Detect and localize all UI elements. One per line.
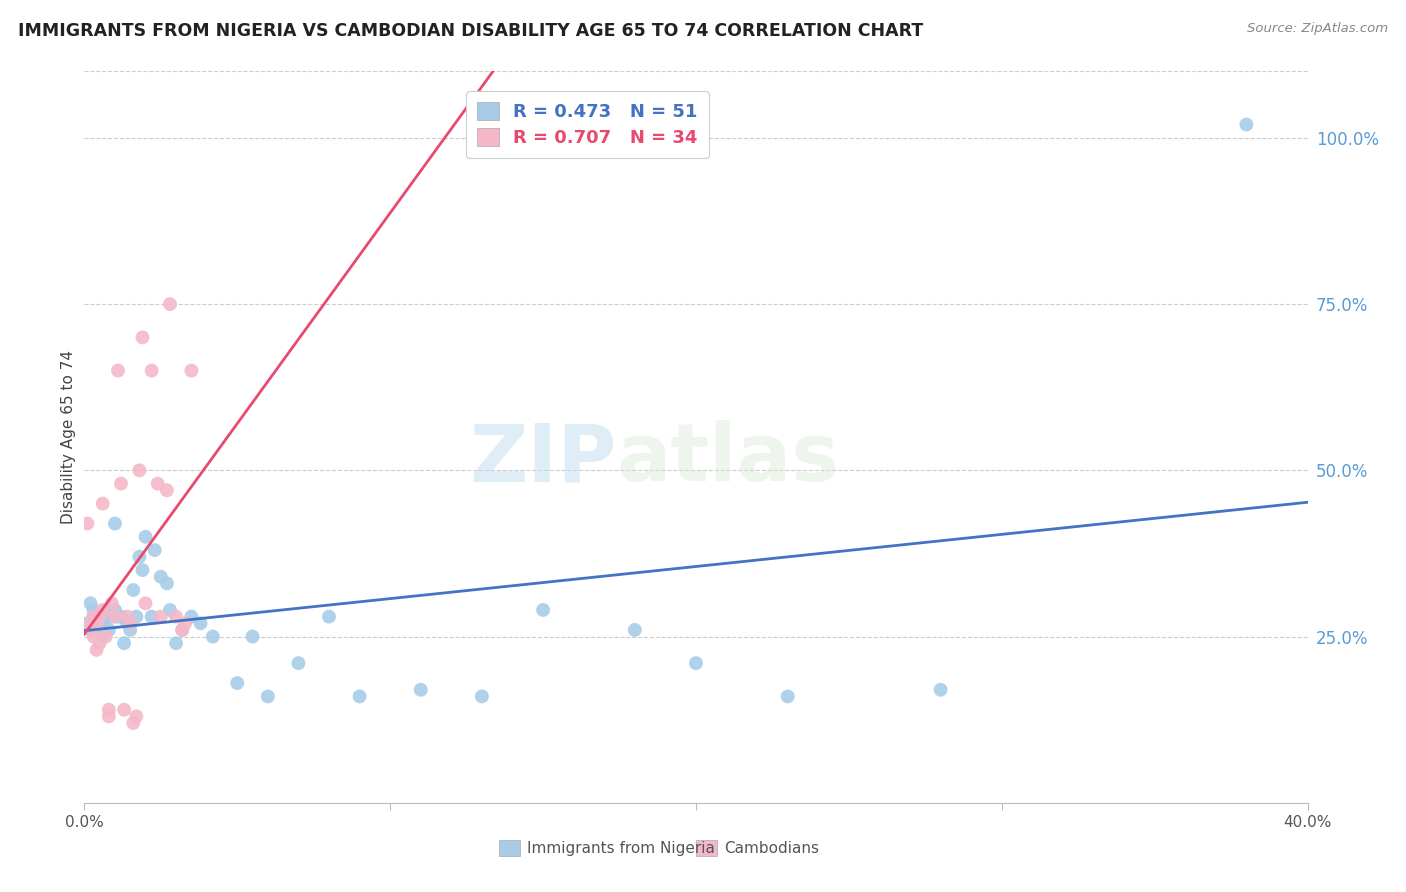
Point [172, 623, 194, 637]
Point [115, 609, 138, 624]
Point [685, 656, 707, 670]
Point [1236, 118, 1258, 132]
Point [135, 530, 157, 544]
Point [110, 476, 132, 491]
Text: Immigrants from Nigeria: Immigrants from Nigeria [527, 841, 716, 855]
Y-axis label: Disability Age 65 to 74: Disability Age 65 to 74 [60, 350, 76, 524]
Text: Cambodians: Cambodians [724, 841, 820, 855]
Point [110, 609, 132, 624]
Point [89, 609, 111, 624]
Point [83, 609, 105, 624]
Text: ZIP: ZIP [470, 420, 616, 498]
Text: atlas: atlas [616, 420, 839, 498]
Point [180, 363, 202, 377]
Point [89, 636, 111, 650]
Point [107, 363, 129, 377]
Point [86, 616, 108, 631]
Point [91, 630, 114, 644]
Point [165, 636, 187, 650]
Point [172, 623, 194, 637]
Point [125, 709, 148, 723]
Point [120, 623, 142, 637]
Point [83, 630, 105, 644]
Point [471, 690, 494, 704]
Point [531, 603, 554, 617]
Point [174, 616, 197, 631]
Point [135, 596, 157, 610]
Point [104, 609, 127, 624]
Point [242, 630, 264, 644]
Point [128, 549, 150, 564]
Point [97, 623, 120, 637]
Point [131, 330, 153, 344]
Point [120, 616, 142, 631]
Point [91, 616, 114, 631]
Point [349, 690, 371, 704]
Point [104, 603, 127, 617]
Point [146, 476, 169, 491]
Point [149, 609, 172, 624]
Text: Source: ZipAtlas.com: Source: ZipAtlas.com [1247, 22, 1388, 36]
Point [624, 623, 647, 637]
Point [156, 483, 179, 498]
Point [122, 582, 145, 597]
Point [125, 609, 148, 624]
Point [159, 603, 181, 617]
Point [89, 609, 111, 624]
Legend: R = 0.473   N = 51, R = 0.707   N = 34: R = 0.473 N = 51, R = 0.707 N = 34 [467, 91, 709, 158]
Point [86, 623, 108, 637]
Point [929, 682, 952, 697]
Point [180, 609, 202, 624]
Point [101, 596, 124, 610]
Point [79, 623, 101, 637]
Point [141, 609, 163, 624]
Point [128, 463, 150, 477]
Point [89, 623, 111, 637]
Point [409, 682, 432, 697]
Point [201, 630, 224, 644]
Point [226, 676, 249, 690]
Point [318, 609, 340, 624]
Point [101, 609, 124, 624]
Point [79, 616, 101, 631]
Point [86, 616, 108, 631]
Point [76, 516, 98, 531]
Point [94, 630, 117, 644]
Point [257, 690, 280, 704]
Point [159, 297, 181, 311]
Point [115, 616, 138, 631]
Point [104, 516, 127, 531]
Point [131, 563, 153, 577]
Point [76, 616, 98, 631]
Point [776, 690, 799, 704]
Point [287, 656, 309, 670]
Point [141, 363, 163, 377]
Point [91, 603, 114, 617]
Point [86, 643, 108, 657]
Point [97, 709, 120, 723]
Point [91, 497, 114, 511]
Point [94, 603, 117, 617]
Point [122, 716, 145, 731]
Point [149, 570, 172, 584]
Text: IMMIGRANTS FROM NIGERIA VS CAMBODIAN DISABILITY AGE 65 TO 74 CORRELATION CHART: IMMIGRANTS FROM NIGERIA VS CAMBODIAN DIS… [18, 22, 924, 40]
Point [112, 636, 135, 650]
Point [143, 543, 166, 558]
Point [190, 616, 212, 631]
Point [83, 609, 105, 624]
Point [97, 703, 120, 717]
Point [165, 609, 187, 624]
Point [156, 576, 179, 591]
Point [112, 703, 135, 717]
Point [94, 609, 117, 624]
Point [107, 609, 129, 624]
Point [83, 603, 105, 617]
Point [79, 596, 101, 610]
